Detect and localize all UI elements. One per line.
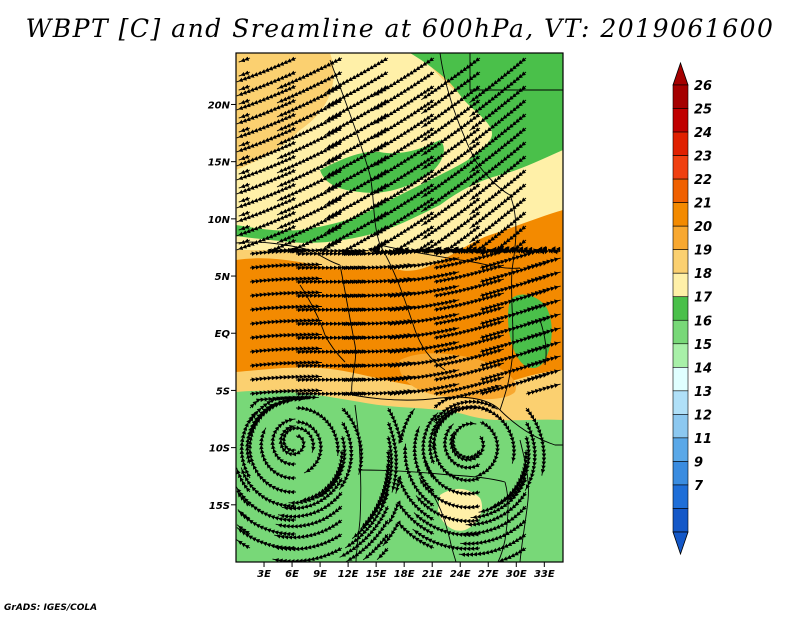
streamline — [249, 276, 322, 284]
streamline — [386, 421, 399, 493]
colorbar-label: 16 — [694, 314, 712, 329]
colorbar-swatch — [672, 484, 689, 509]
colorbar-swatch — [672, 131, 689, 156]
colorbar-label: 20 — [694, 220, 712, 235]
colorbar-label: 21 — [694, 197, 712, 212]
colorbar-label: 15 — [694, 338, 712, 353]
colorbar-swatch — [672, 155, 689, 180]
colorbar: 26 25 24 23 22 21 20 19 18 17 16 15 14 13 12 11 9 7 — [672, 61, 713, 556]
lon-tick-label: 21E — [422, 569, 443, 580]
colorbar-swatch — [672, 390, 689, 415]
colorbar-swatch — [672, 461, 689, 486]
colorbar-label: 13 — [694, 385, 712, 400]
lat-tick-label: 10N — [208, 215, 231, 226]
colorbar-label: 19 — [694, 244, 712, 259]
lon-tick-label: 9E — [313, 569, 327, 580]
lat-tick-label: 20N — [208, 100, 231, 111]
streamline — [238, 238, 251, 245]
map-frame — [235, 52, 564, 563]
colorbar-label: 12 — [694, 408, 712, 423]
colorbar-label: 23 — [694, 150, 712, 165]
lon-tick-label: 15E — [366, 569, 387, 580]
lat-tick-label: 5S — [216, 386, 230, 397]
colorbar-label: 22 — [694, 173, 712, 188]
colorbar-label: 24 — [694, 126, 712, 141]
streamline — [249, 332, 322, 340]
colorbar-label: 7 — [694, 479, 704, 494]
colorbar-label: 14 — [694, 361, 712, 376]
colorbar-label: 17 — [694, 291, 713, 306]
colorbar-swatch — [672, 508, 689, 533]
colorbar-swatch — [672, 202, 689, 227]
footer-credit: GrADS: IGES/COLA — [4, 603, 98, 613]
lon-tick-label: 27E — [478, 569, 499, 580]
colorbar-label: 18 — [694, 267, 712, 282]
streamline — [272, 546, 343, 562]
lon-tick-label: 24E — [450, 569, 471, 580]
streamline — [376, 547, 389, 561]
colorbar-swatch — [672, 367, 689, 392]
colorbar-label: 25 — [694, 103, 712, 118]
lon-tick-label: 33E — [534, 569, 555, 580]
streamline — [249, 304, 322, 312]
colorbar-swatch — [672, 437, 689, 462]
colorbar-swatch — [672, 225, 689, 250]
map-plot-area — [236, 53, 563, 562]
lat-tick-label: EQ — [215, 329, 231, 340]
colorbar-swatch — [672, 272, 689, 298]
latitude-axis: 20N 15N 10N 5N EQ 5S 10S 15S — [208, 100, 236, 512]
streamline — [249, 318, 322, 326]
streamline — [341, 407, 364, 475]
colorbar-label: 9 — [694, 455, 703, 470]
streamline — [236, 224, 297, 251]
lon-tick-label: 30E — [506, 569, 527, 580]
streamline — [249, 290, 322, 298]
lat-tick-label: 15N — [208, 158, 231, 169]
streamline — [386, 407, 415, 444]
lon-tick-label: 18E — [394, 569, 415, 580]
colorbar-label: 26 — [694, 79, 712, 94]
colorbar-swatch — [672, 84, 689, 109]
colorbar-label: 11 — [694, 432, 712, 447]
streamline — [239, 411, 257, 479]
longitude-axis: 3E 6E 9E 12E 15E 18E 21E 24E 27E 30E 33E — [257, 562, 555, 580]
streamline — [249, 248, 322, 256]
colorbar-swatch — [672, 343, 689, 368]
lat-tick-label: 15S — [209, 501, 230, 512]
streamline — [497, 547, 527, 562]
lat-tick-label: 5N — [215, 272, 231, 283]
streamline — [249, 262, 322, 270]
colorbar-swatch — [672, 178, 689, 203]
lon-tick-label: 3E — [257, 569, 271, 580]
colorbar-swatch — [672, 319, 689, 345]
colorbar-bottom-arrow — [672, 531, 689, 556]
colorbar-swatch — [672, 249, 689, 274]
colorbar-swatch — [672, 108, 689, 133]
streamline — [458, 533, 527, 557]
lon-tick-label: 12E — [338, 569, 359, 580]
streamline — [412, 528, 481, 552]
streamline — [525, 383, 561, 396]
streamline — [249, 360, 322, 368]
streamline — [249, 388, 322, 396]
streamline — [249, 346, 322, 354]
lat-tick-label: 10S — [209, 444, 230, 455]
lon-tick-label: 6E — [285, 569, 299, 580]
streamline — [525, 407, 547, 476]
streamline — [249, 374, 322, 382]
colorbar-swatch — [672, 414, 689, 439]
streamlines — [236, 56, 561, 562]
map-title: WBPT [C] and Sreamline at 600hPa, VT: 20… — [25, 14, 775, 43]
colorbar-top-arrow — [672, 61, 689, 86]
colorbar-swatch — [672, 296, 689, 321]
